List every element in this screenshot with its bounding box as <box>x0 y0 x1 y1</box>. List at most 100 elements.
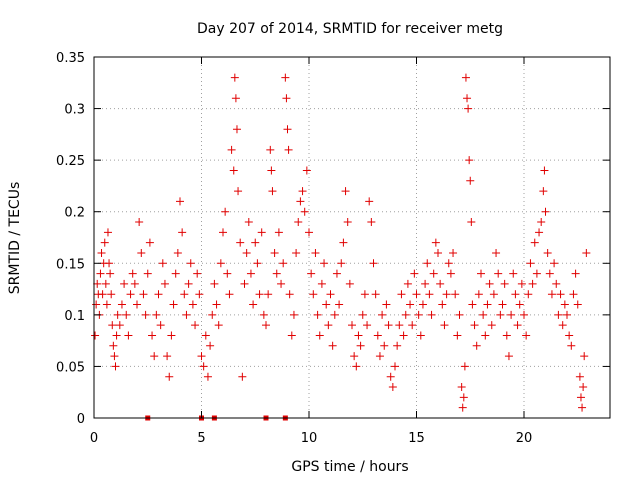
data-point <box>446 269 455 278</box>
data-point <box>110 352 119 361</box>
data-point <box>418 300 427 309</box>
data-point <box>458 403 467 412</box>
data-point <box>176 197 184 206</box>
data-point <box>511 290 520 299</box>
data-point <box>517 279 526 288</box>
data-point <box>345 279 354 288</box>
data-point <box>277 279 286 288</box>
data-point <box>279 259 288 268</box>
data-point <box>292 248 301 257</box>
data-point <box>563 310 571 319</box>
data-point <box>528 279 537 288</box>
data-point <box>307 269 316 278</box>
data-point <box>221 207 230 216</box>
data-point <box>294 218 303 227</box>
data-point <box>535 228 544 237</box>
data-point <box>282 94 291 103</box>
data-point <box>369 259 378 268</box>
data-point <box>467 218 476 227</box>
data-point <box>494 269 503 278</box>
data-point <box>541 207 550 216</box>
data-point <box>532 269 541 278</box>
data-point <box>540 166 549 175</box>
data-point <box>341 187 350 196</box>
data-point <box>440 321 449 330</box>
data-point <box>317 279 326 288</box>
data-point <box>530 238 539 247</box>
data-point <box>173 248 182 257</box>
data-point <box>133 300 141 309</box>
data-point <box>120 279 129 288</box>
data-point <box>199 362 208 371</box>
data-point <box>253 259 262 268</box>
x-tick-label: 20 <box>516 431 533 446</box>
data-point <box>225 290 234 299</box>
data-point <box>246 269 255 278</box>
data-point <box>348 321 356 330</box>
data-point <box>180 290 189 299</box>
data-point <box>363 321 372 330</box>
data-point <box>91 331 100 340</box>
y-tick-label: 0 <box>77 412 85 427</box>
data-point <box>236 238 245 247</box>
data-point <box>526 259 535 268</box>
data-point <box>371 290 380 299</box>
data-point <box>429 269 438 278</box>
data-point <box>283 125 292 134</box>
data-point <box>262 321 270 330</box>
data-point <box>502 331 511 340</box>
data-point <box>101 279 110 288</box>
data-point <box>178 228 187 237</box>
data-point <box>360 290 369 299</box>
data-point <box>171 269 180 278</box>
data-point <box>285 290 294 299</box>
data-point <box>463 94 472 103</box>
data-point <box>326 290 335 299</box>
data-point <box>255 290 264 299</box>
data-point <box>97 248 106 257</box>
data-point <box>124 331 133 340</box>
data-point <box>305 228 313 237</box>
data-point <box>242 248 251 257</box>
data-point <box>281 73 290 82</box>
data-point <box>350 352 359 361</box>
data-point <box>579 383 588 392</box>
data-point <box>509 269 518 278</box>
data-point <box>520 310 528 319</box>
data-point <box>315 331 324 340</box>
data-point <box>229 166 238 175</box>
y-axis-ticks: 0 0.05 0.1 0.15 0.2 0.25 0.3 0.35 <box>56 51 610 427</box>
data-point <box>128 269 137 278</box>
data-point <box>365 197 374 206</box>
data-point <box>212 300 221 309</box>
data-point <box>408 321 417 330</box>
data-point <box>487 321 496 330</box>
data-point <box>554 310 563 319</box>
data-point <box>148 331 157 340</box>
data-point <box>210 279 219 288</box>
data-point <box>354 331 363 340</box>
data-point <box>397 290 406 299</box>
data-point <box>324 321 333 330</box>
data-point <box>496 310 505 319</box>
chart-title: Day 207 of 2014, SRMTID for receiver met… <box>197 21 503 37</box>
grid-lines <box>94 57 610 418</box>
data-point <box>126 290 135 299</box>
data-point <box>545 269 554 278</box>
data-point <box>459 393 468 402</box>
data-point <box>272 269 281 278</box>
data-point <box>393 341 402 350</box>
data-point <box>427 310 436 319</box>
data-point <box>206 341 215 350</box>
data-point <box>395 321 404 330</box>
data-point <box>145 238 154 247</box>
data-point <box>356 341 365 350</box>
data-point <box>504 352 513 361</box>
data-point <box>489 290 498 299</box>
data-point <box>264 290 273 299</box>
data-point <box>378 310 387 319</box>
data-point <box>234 187 243 196</box>
data-point <box>240 279 249 288</box>
data-point <box>227 145 236 154</box>
data-point <box>309 290 318 299</box>
